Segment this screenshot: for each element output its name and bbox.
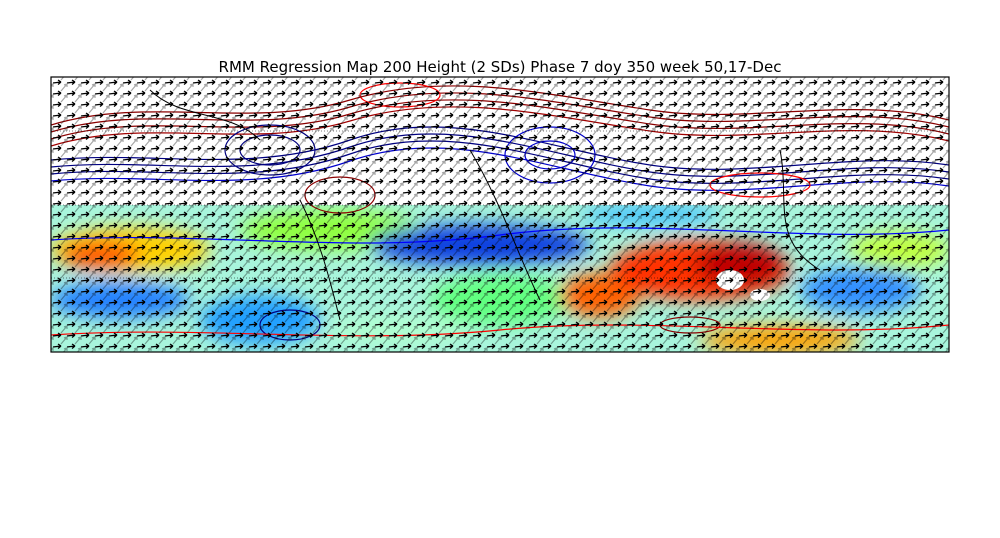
map-frame xyxy=(50,76,950,353)
map-title: RMM Regression Map 200 Height (2 SDs) Ph… xyxy=(219,58,782,76)
map xyxy=(51,77,949,352)
